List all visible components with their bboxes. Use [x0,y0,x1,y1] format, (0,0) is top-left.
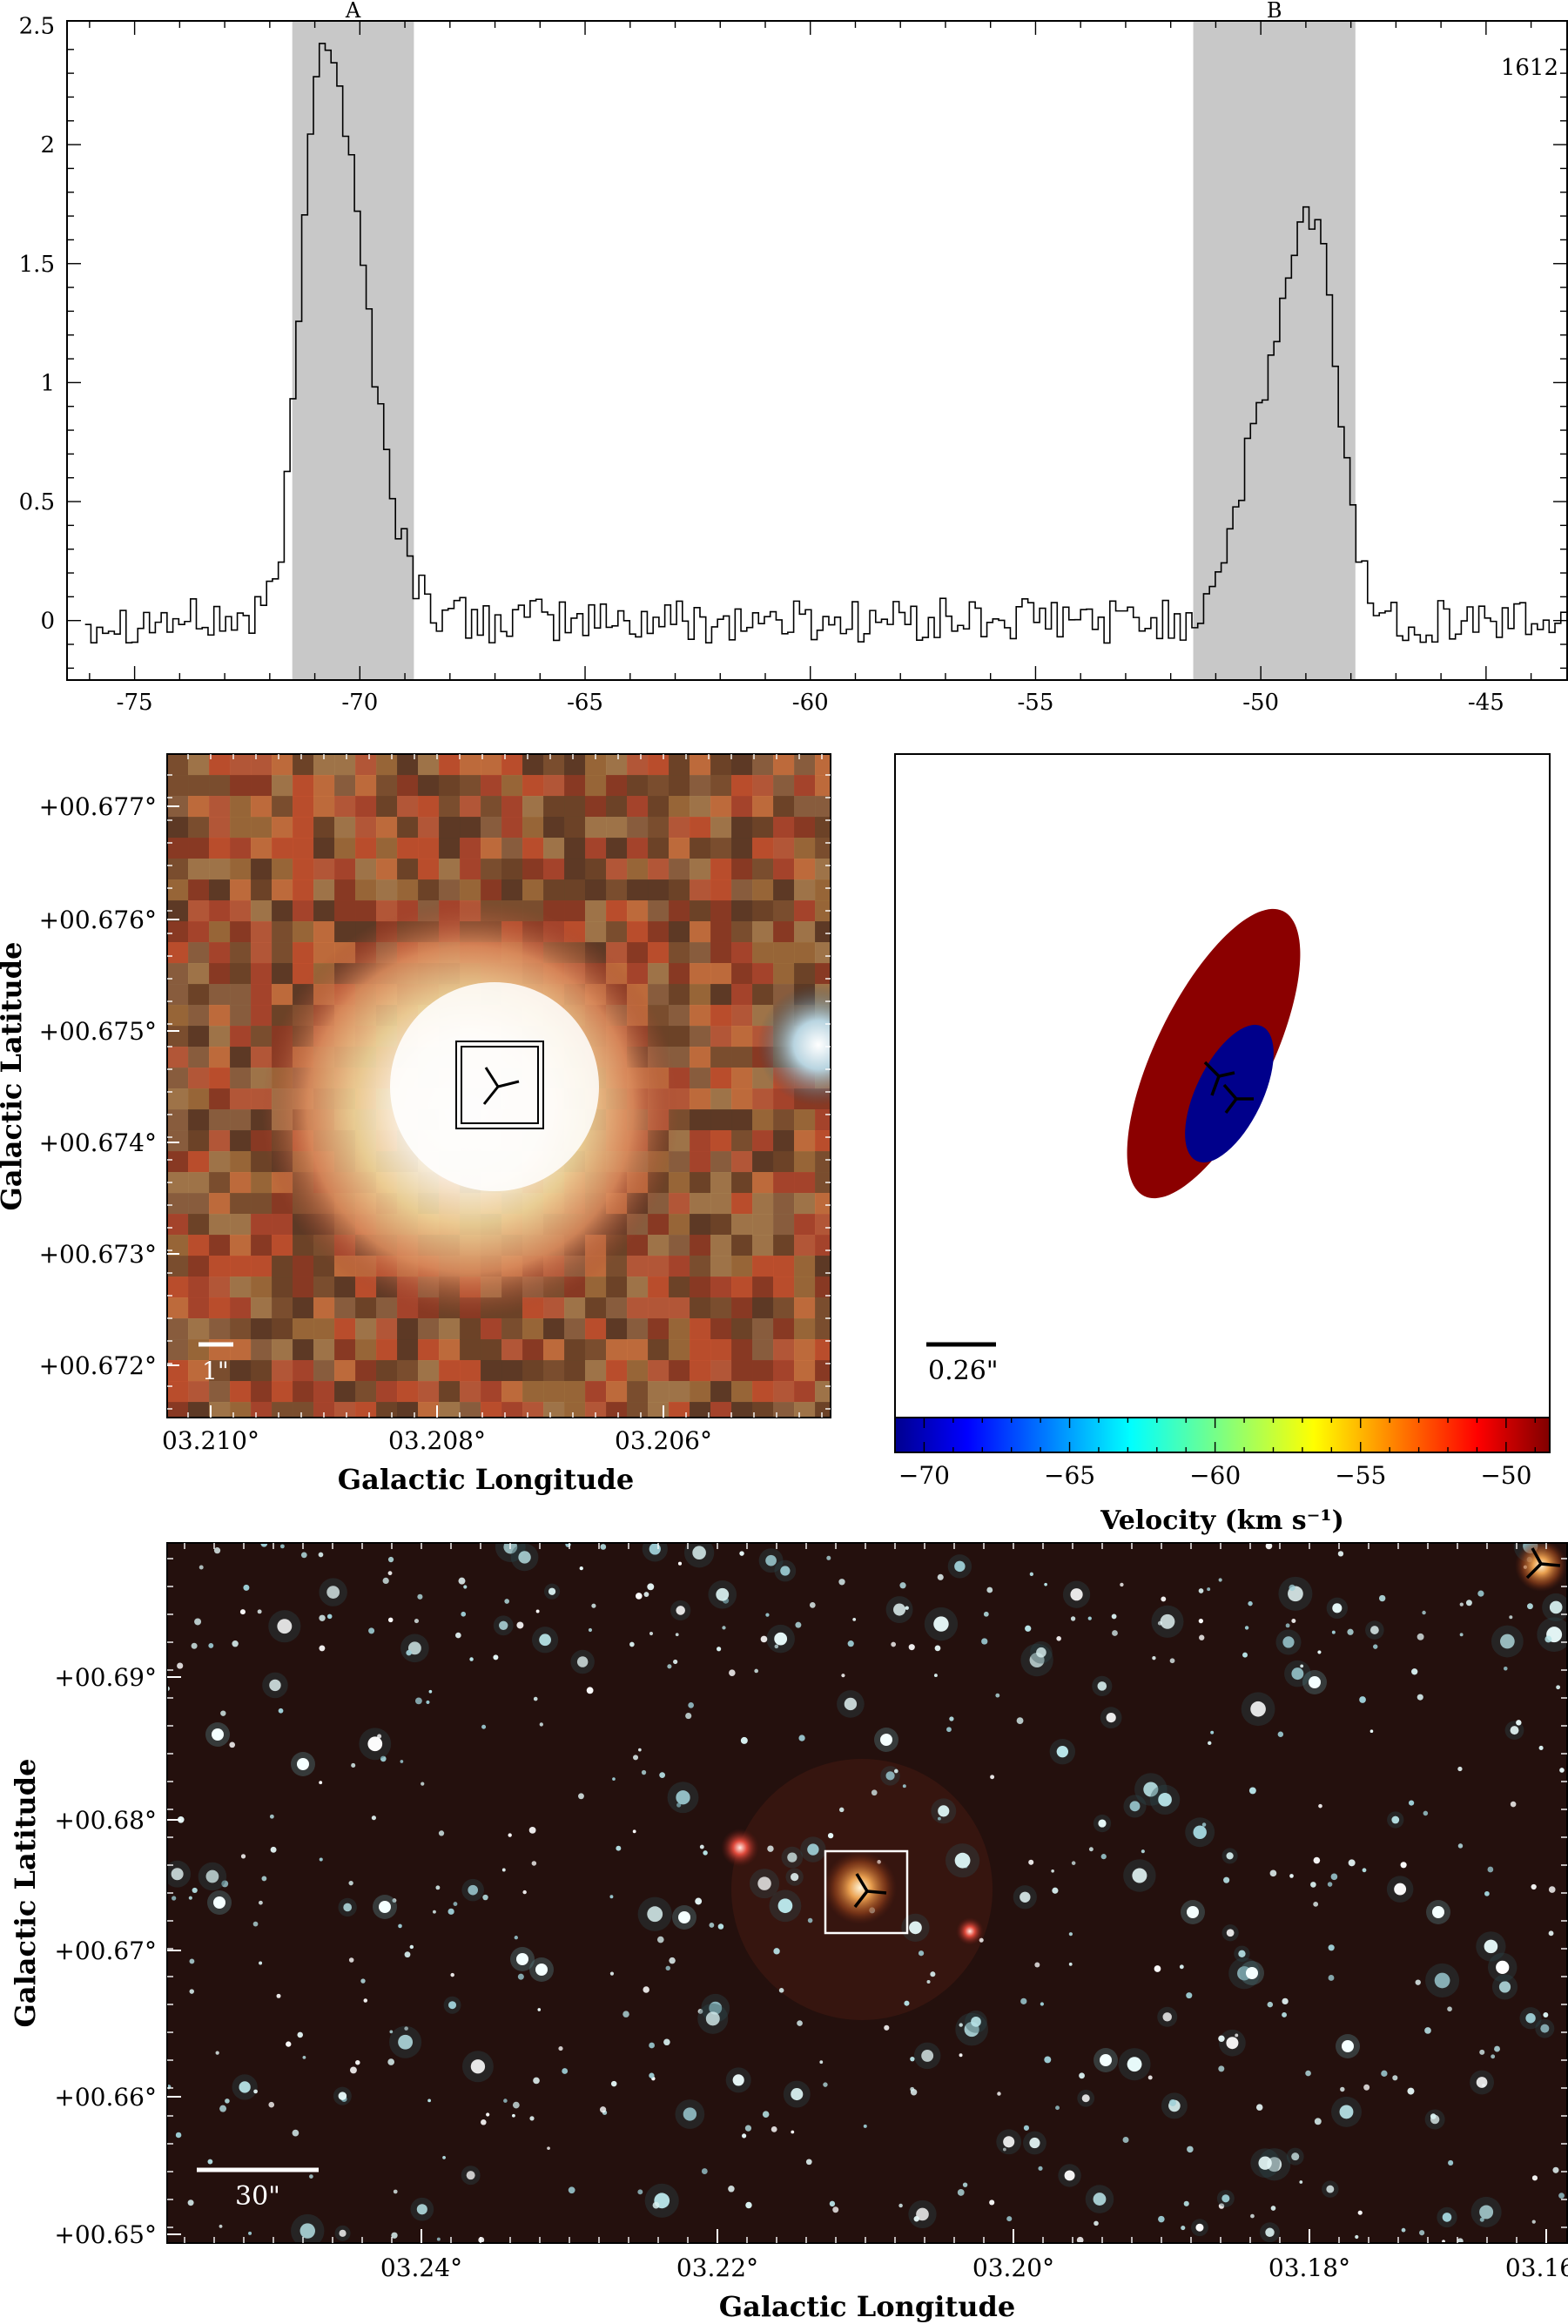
spectrum-y-tick-label: 1.5 [19,252,55,278]
spectrum-y-tick-label: 2.5 [19,13,55,39]
colorbar-tick-label: −60 [1189,1461,1241,1490]
spectrum-line [84,43,1567,644]
velocity-region-A [292,21,414,680]
zoom-target-box-outer [455,1041,544,1129]
zoom-y-tick-label: +00.677° [39,792,157,821]
colorbar-axis: −70 −65 −60 −55 −50 [898,1418,1536,1490]
spectrum-x-tick-label: -60 [792,690,829,716]
wide-y-tick-label: +00.66° [54,2083,157,2112]
wide-axes: 03.24° 03.22° 03.20° 03.18° 03.16° +00.69° +00… [54,1543,1568,2282]
spectrum-corner-label: 1612 [1501,55,1558,81]
wide-ylabel: Galactic Latitude [9,1759,42,2028]
svg-text:0.26": 0.26" [928,1356,999,1386]
maser-scale-bar: 0.26" [926,1342,999,1386]
zoom-y-tick-label: +00.675° [39,1017,157,1046]
wide-y-tick-label: +00.67° [54,1937,157,1965]
svg-text:30": 30" [235,2181,280,2212]
zoom-xlabel: Galactic Longitude [338,1463,634,1496]
wide-x-tick-label: 03.18° [1269,2253,1350,2282]
spectrum-frame [66,20,1568,681]
zoom-scale-bar: 1" [199,1342,233,1385]
maser-panel: 0.26" −70 −65 −60 −55 −50 Velocity (km s⁻¹) [894,753,1551,1536]
zoom-ylabel: Galactic Latitude [0,942,28,1211]
zoom-x-tick-label: 03.206° [615,1426,712,1455]
wide-y-tick-label: +00.68° [54,1806,157,1835]
wide-maser-marker-icon [853,1873,887,1909]
spectrum-y-tick-label: 1 [40,370,55,396]
wide-y-tick-label: +00.65° [54,2220,157,2249]
zoom-frame [166,753,831,1418]
spectrum-y-axis: 0 0.5 1 1.5 2 2.5 [19,13,1567,670]
spectrum-x-tick-label: -45 [1468,690,1504,716]
spectrum-y-tick-label: 0.5 [19,489,55,515]
maser-marker-red-icon [1203,1061,1235,1096]
zoom-axes: 03.210° 03.208° 03.206° +00.677° +00.676° +00… [39,754,831,1455]
colorbar-label: Velocity (km s⁻¹) [1100,1506,1344,1536]
wide-corner-marker-icon [1525,1547,1561,1580]
region-label: A [345,0,361,23]
region-label: B [1267,0,1282,23]
zoom-x-tick-label: 03.208° [388,1426,486,1455]
zoom-image-panel: 1" 03.210° 03.208° 03.206° +00.677° +00.676°… [0,753,831,1496]
zoom-target-box-inner [461,1046,539,1124]
maser-marker-blue-icon [1222,1083,1254,1115]
wide-x-tick-label: 03.24° [380,2253,462,2282]
spectrum-x-axis: -75 -70 -65 -60 -55 -50 -45 [89,21,1532,716]
wide-scale-bar: 30" [197,2167,319,2212]
spectrum-y-tick-label: 2 [40,132,55,158]
wide-x-tick-label: 03.16° [1505,2253,1568,2282]
wide-x-tick-label: 03.22° [676,2253,758,2282]
spectrum-x-tick-label: -55 [1018,690,1054,716]
spectrum-x-tick-label: -50 [1242,690,1279,716]
velocity-colorbar [894,1417,1551,1453]
zoom-y-tick-label: +00.674° [39,1128,157,1157]
zoom-maser-marker-icon [482,1067,520,1105]
wide-target-box [824,1849,909,1935]
zoom-y-tick-label: +00.672° [39,1351,157,1380]
maser-feature-red [1127,908,1301,1199]
wide-field-panel: 30" 03.24° 03.22° 03.20° 03.18° 03.16° +00.69… [9,1542,1568,2323]
wide-xlabel: Galactic Longitude [719,2290,1015,2323]
spectrum-y-tick-label: 0 [40,609,55,635]
wide-y-tick-label: +00.69° [54,1663,157,1692]
spectrum-x-tick-label: -70 [341,690,378,716]
colorbar-tick-label: −50 [1480,1461,1531,1490]
zoom-image [167,754,831,1418]
maser-feature-blue [1185,1024,1274,1163]
colorbar-tick-label: −65 [1044,1461,1095,1490]
svg-text:1": 1" [202,1357,229,1385]
spectrum-x-tick-label: -65 [567,690,603,716]
spectrum-x-tick-label: -75 [117,690,153,716]
colorbar-tick-label: −55 [1335,1461,1386,1490]
wide-x-tick-label: 03.20° [972,2253,1054,2282]
zoom-x-tick-label: 03.210° [162,1426,259,1455]
zoom-y-tick-label: +00.673° [39,1240,157,1269]
colorbar-tick-label: −70 [898,1461,950,1490]
zoom-y-tick-label: +00.676° [39,906,157,934]
